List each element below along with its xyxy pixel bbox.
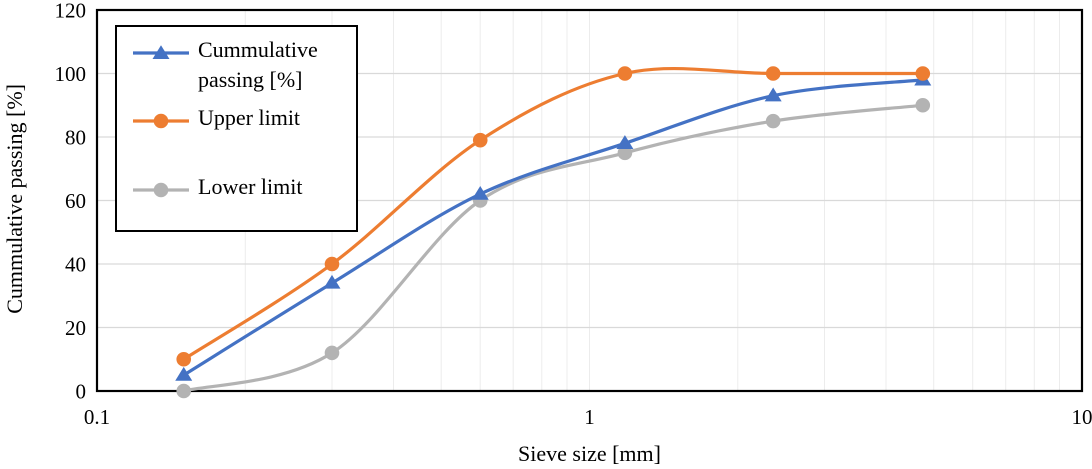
legend-swatch-upper-limit: [133, 108, 189, 129]
series-line-lower-limit: [182, 103, 925, 393]
data-point-marker-lower-limit: [324, 345, 340, 361]
plot-border: [95, 8, 1084, 393]
data-point-marker-upper-limit: [472, 132, 488, 148]
legend-item-cummulative-passing: Cummulative passing [%]: [133, 35, 352, 95]
data-point-marker-cummulative-passing: [175, 366, 193, 381]
data-point-marker-upper-limit: [176, 351, 192, 367]
data-point-marker-cummulative-passing: [471, 185, 489, 200]
line-circle-marker-icon: [133, 113, 189, 129]
data-point-marker-cummulative-passing: [764, 87, 782, 102]
data-point-marker-upper-limit: [765, 66, 781, 81]
legend-item-upper-limit: Upper limit: [133, 103, 352, 133]
y-tick-label: 0: [76, 380, 87, 404]
data-point-marker-lower-limit: [765, 113, 781, 129]
y-tick-label: 100: [55, 62, 87, 86]
data-point-marker-lower-limit: [915, 97, 931, 113]
data-point-marker-cummulative-passing: [616, 135, 634, 149]
data-point-marker-upper-limit: [915, 66, 931, 81]
y-axis-title: Cummulative passing [%]: [2, 84, 27, 314]
line-triangle-marker-icon: [133, 45, 189, 59]
legend-item-lower-limit: Lower limit: [133, 172, 352, 202]
legend-label-lower-limit: Lower limit: [198, 174, 303, 199]
y-tick-label: 20: [65, 316, 86, 340]
data-point-marker-upper-limit: [617, 66, 633, 81]
legend-swatch-cummulative-passing: [133, 40, 189, 59]
y-tick-label: 120: [55, 0, 87, 23]
legend: Cummulative passing [%] Upper limit Lowe…: [115, 25, 358, 232]
series-line-cummulative-passing: [182, 78, 925, 377]
y-tick-label: 60: [65, 189, 86, 213]
data-point-marker-upper-limit: [324, 256, 340, 272]
legend-swatch-lower-limit: [133, 177, 189, 198]
legend-label-upper-limit: Upper limit: [198, 105, 301, 130]
data-point-marker-lower-limit: [176, 383, 192, 399]
data-point-marker-lower-limit: [617, 145, 633, 161]
x-axis-title: Sieve size [mm]: [518, 441, 661, 466]
y-tick-label: 80: [65, 126, 86, 150]
x-tick-label: 0.1: [84, 405, 110, 429]
y-tick-label: 40: [65, 253, 86, 277]
series-line-upper-limit: [182, 66, 925, 361]
legend-label-cummulative-passing: Cummulative passing [%]: [198, 37, 318, 92]
x-tick-label: 1: [584, 405, 595, 429]
line-circle-marker-icon: [133, 182, 189, 198]
x-tick-label: 10: [1072, 405, 1092, 429]
data-point-marker-cummulative-passing: [323, 274, 341, 289]
